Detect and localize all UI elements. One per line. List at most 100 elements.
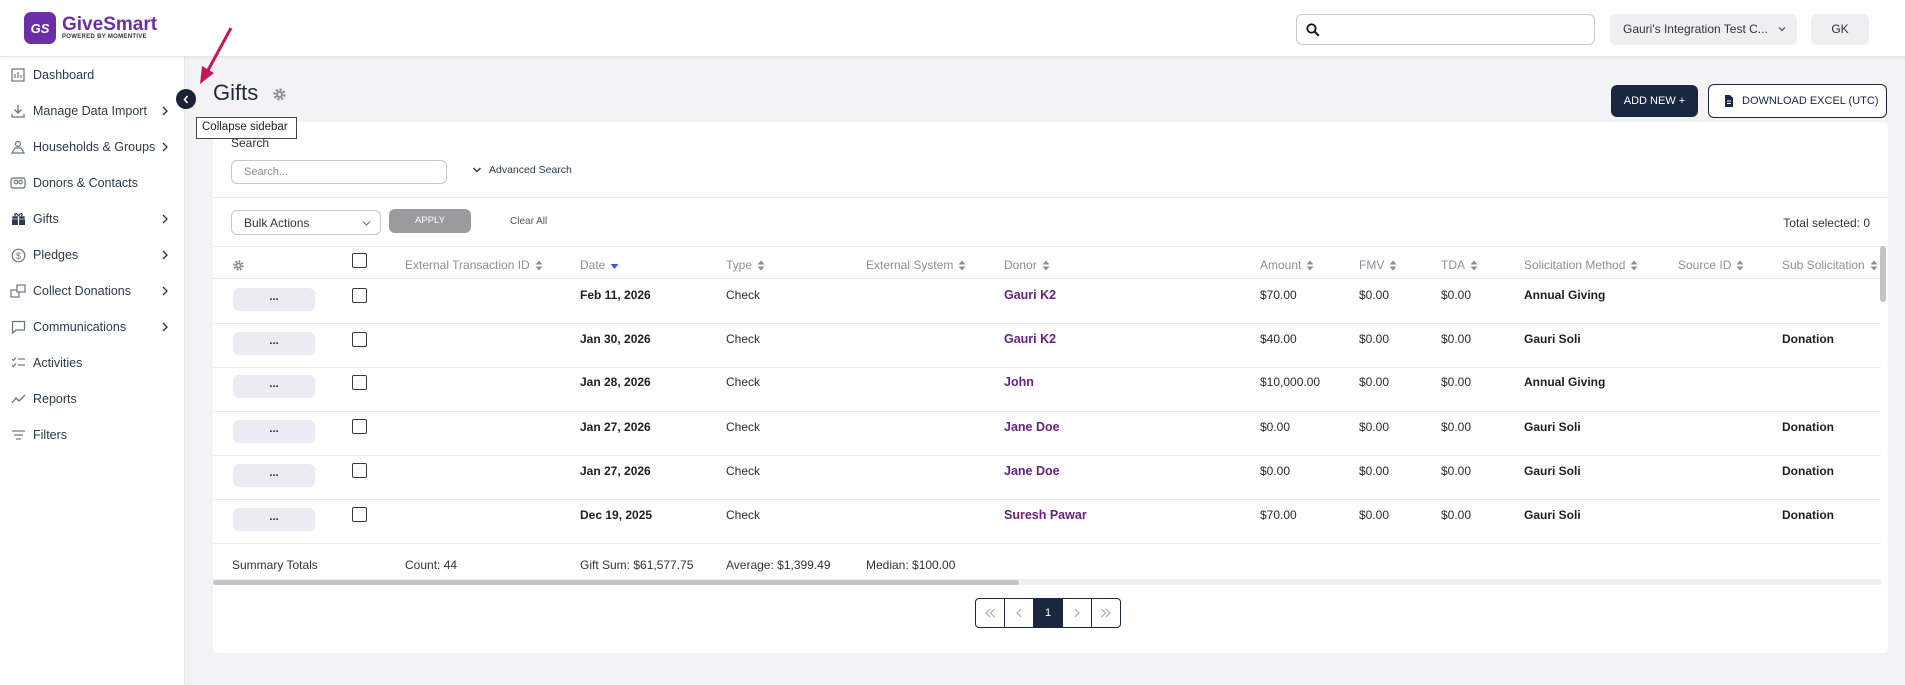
sort-icon [958, 260, 966, 270]
column-header-sub-solicitation[interactable]: Sub Solicitation [1782, 258, 1878, 272]
cell-donor-link[interactable]: Gauri K2 [1004, 288, 1057, 302]
download-excel-button[interactable]: DOWNLOAD EXCEL (UTC) [1708, 84, 1887, 118]
collect-icon [10, 283, 26, 299]
horizontal-scrollbar-thumb[interactable] [213, 580, 1019, 585]
column-header-fmv[interactable]: FMV [1359, 258, 1397, 272]
sidebar-item-donors-contacts[interactable]: Donors & Contacts [0, 169, 185, 197]
chevron-left-icon [1016, 608, 1022, 618]
cell-date: Jan 27, 2026 [580, 464, 651, 478]
chart-icon [10, 67, 26, 83]
cell-amount: $0.00 [1260, 420, 1291, 434]
checklist-icon [10, 355, 26, 371]
chat-icon [10, 319, 26, 335]
sort-icon [1042, 260, 1050, 270]
chevron-down-icon [472, 167, 482, 173]
column-label: Solicitation Method [1524, 258, 1626, 272]
bulk-actions-select[interactable]: Bulk Actions [231, 210, 381, 235]
cell-tda: $0.00 [1441, 420, 1472, 434]
sidebar-item-label: Filters [33, 428, 68, 442]
sidebar-item-dashboard[interactable]: Dashboard [0, 61, 185, 89]
column-header-date[interactable]: Date [580, 258, 619, 272]
table-settings-gear-icon[interactable] [232, 259, 245, 272]
row-checkbox[interactable] [352, 332, 367, 347]
page-button-current[interactable]: 1 [1033, 598, 1063, 628]
logo-name: GiveSmart [62, 14, 158, 35]
cell-date: Jan 28, 2026 [580, 375, 651, 389]
cell-donor-link[interactable]: Jane Doe [1004, 464, 1060, 478]
sidebar-item-collect-donations[interactable]: Collect Donations [0, 277, 185, 305]
sidebar-item-gifts[interactable]: Gifts [0, 205, 185, 233]
divider [213, 323, 1881, 324]
gear-icon[interactable] [272, 87, 287, 102]
sidebar-item-label: Pledges [33, 248, 79, 262]
cell-tda: $0.00 [1441, 375, 1472, 389]
chevron-right-icon [162, 286, 168, 296]
column-header-source-id[interactable]: Source ID [1678, 258, 1744, 272]
sidebar-item-label: Donors & Contacts [33, 176, 138, 190]
previous-page-button[interactable] [1004, 598, 1034, 628]
cell-type: Check [726, 288, 761, 302]
next-page-button[interactable] [1062, 598, 1092, 628]
row-actions-button[interactable]: ... [233, 420, 315, 443]
search-input[interactable]: Search... [231, 160, 447, 184]
sidebar-item-communications[interactable]: Communications [0, 313, 185, 341]
clear-all-link[interactable]: Clear All [510, 216, 548, 227]
select-all-checkbox[interactable] [352, 253, 367, 268]
row-actions-button[interactable]: ... [233, 508, 315, 531]
divider [213, 197, 1888, 198]
download-excel-label: DOWNLOAD EXCEL (UTC) [1742, 95, 1879, 107]
chevron-right-icon [162, 214, 168, 224]
sidebar-item-manage-data-import[interactable]: Manage Data Import [0, 97, 185, 125]
column-header-solicitation-method[interactable]: Solicitation Method [1524, 258, 1638, 272]
vertical-scrollbar-thumb[interactable] [1880, 246, 1886, 302]
chevron-right-icon [162, 322, 168, 332]
divider [213, 543, 1881, 544]
row-actions-button[interactable]: ... [233, 464, 315, 487]
row-checkbox[interactable] [352, 463, 367, 478]
last-page-button[interactable] [1091, 598, 1121, 628]
chevron-right-icon [162, 142, 168, 152]
cell-solicitation: Annual Giving [1524, 288, 1606, 302]
collapse-sidebar-button[interactable] [176, 89, 196, 109]
row-checkbox[interactable] [352, 375, 367, 390]
chevron-down-icon [1778, 27, 1786, 32]
cell-solicitation: Annual Giving [1524, 375, 1606, 389]
horizontal-scrollbar-track[interactable] [213, 579, 1881, 585]
global-search-input[interactable] [1296, 14, 1595, 45]
column-header-amount[interactable]: Amount [1260, 258, 1314, 272]
column-header-tda[interactable]: TDA [1441, 258, 1478, 272]
row-actions-button[interactable]: ... [233, 332, 315, 355]
column-header-external-transaction-id[interactable]: External Transaction ID [405, 258, 543, 272]
double-chevron-left-icon [985, 608, 995, 618]
cell-donor-link[interactable]: Gauri K2 [1004, 332, 1057, 346]
add-new-button[interactable]: ADD NEW + [1611, 85, 1698, 117]
sidebar-item-households-groups[interactable]: Households & Groups [0, 133, 185, 161]
sidebar-item-reports[interactable]: Reports [0, 385, 185, 413]
sort-icon [1306, 260, 1314, 270]
sidebar-item-filters[interactable]: Filters [0, 421, 185, 449]
cell-date: Feb 11, 2026 [580, 288, 651, 302]
cell-donor-link[interactable]: Suresh Pawar [1004, 508, 1087, 522]
contacts-icon [10, 175, 26, 191]
cell-donor-link[interactable]: John [1004, 375, 1034, 389]
row-checkbox[interactable] [352, 288, 367, 303]
row-actions-button[interactable]: ... [233, 288, 315, 311]
row-actions-button[interactable]: ... [233, 375, 315, 398]
row-checkbox[interactable] [352, 419, 367, 434]
column-label: TDA [1441, 258, 1465, 272]
column-header-external-system[interactable]: External System [866, 258, 966, 272]
first-page-button[interactable] [975, 598, 1005, 628]
cell-donor-link[interactable]: Jane Doe [1004, 420, 1060, 434]
cell-amount: $0.00 [1260, 464, 1291, 478]
advanced-search-toggle[interactable]: Advanced Search [472, 164, 572, 176]
column-header-donor[interactable]: Donor [1004, 258, 1050, 272]
column-header-type[interactable]: Type [726, 258, 765, 272]
sidebar-item-activities[interactable]: Activities [0, 349, 185, 377]
sidebar-item-pledges[interactable]: $ Pledges [0, 241, 185, 269]
search-icon [1306, 23, 1320, 37]
user-avatar[interactable]: GK [1811, 14, 1869, 45]
givesmart-logo[interactable]: GS GiveSmart POWERED BY MOMENTIVE [24, 12, 157, 44]
apply-button[interactable]: APPLY [389, 209, 471, 233]
organization-select[interactable]: Gauri's Integration Test C... [1610, 14, 1797, 45]
row-checkbox[interactable] [352, 507, 367, 522]
